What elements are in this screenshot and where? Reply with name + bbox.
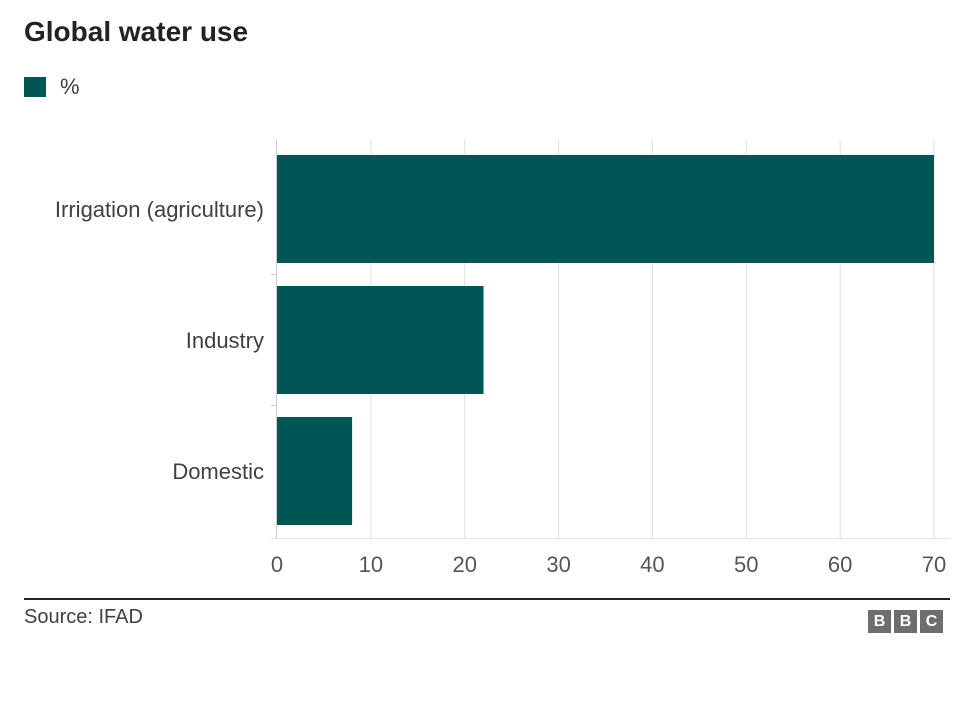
bar <box>277 417 353 525</box>
x-tick-label: 0 <box>271 552 283 577</box>
footer-divider <box>24 598 950 600</box>
bbc-logo-letter: B <box>894 610 917 633</box>
category-label: Domestic <box>172 459 264 484</box>
x-tick-label: 30 <box>546 552 570 577</box>
x-tick-label: 10 <box>359 552 383 577</box>
bbc-logo: B B C <box>868 610 943 633</box>
category-label: Irrigation (agriculture) <box>55 197 264 222</box>
legend-swatch <box>24 77 46 97</box>
source-note: Source: IFAD <box>24 606 143 628</box>
category-label: Industry <box>186 328 264 353</box>
bar <box>277 286 484 394</box>
bar <box>277 155 934 263</box>
x-tick-label: 50 <box>734 552 758 577</box>
bar-chart: Irrigation (agriculture) Industry Domestic… <box>55 140 950 577</box>
chart-title: Global water use <box>24 16 249 47</box>
x-tick-label: 20 <box>452 552 476 577</box>
x-tick-label: 60 <box>828 552 852 577</box>
legend: % <box>24 74 80 99</box>
bbc-logo-letter: C <box>920 610 943 633</box>
x-tick-label: 40 <box>640 552 664 577</box>
bbc-logo-letter: B <box>868 610 891 633</box>
x-tick-label: 70 <box>922 552 946 577</box>
legend-label: % <box>60 74 80 99</box>
